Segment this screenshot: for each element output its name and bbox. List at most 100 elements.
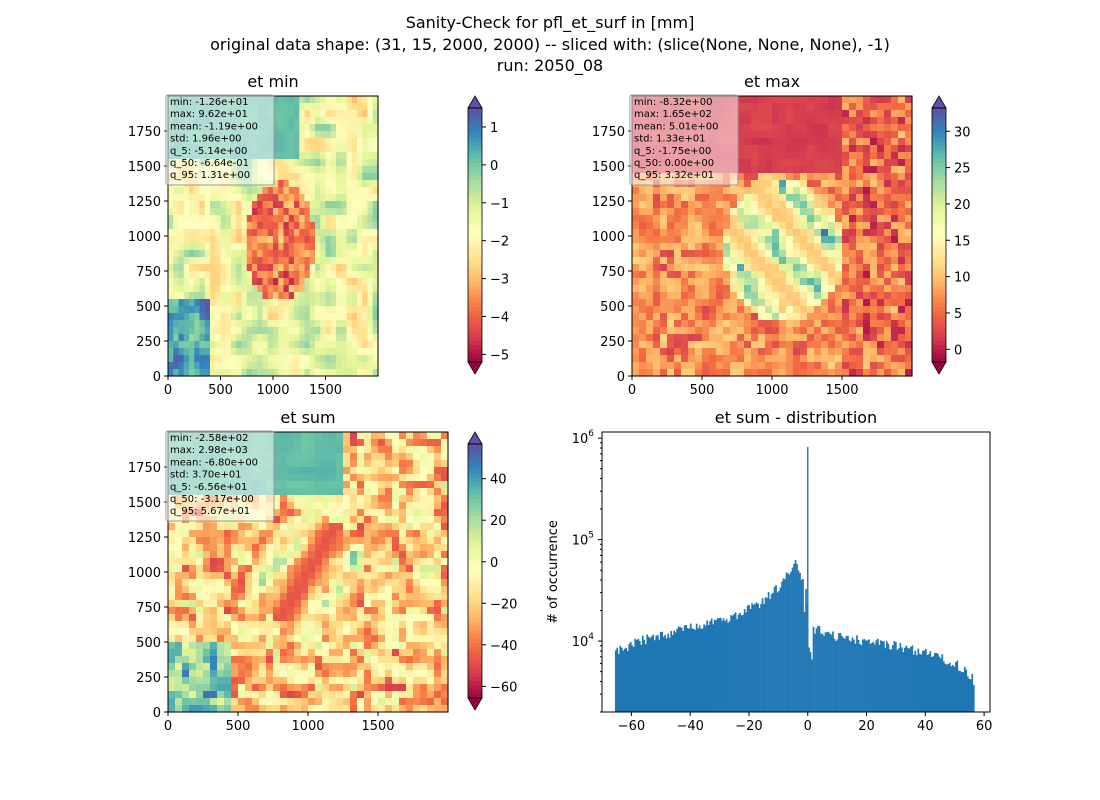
heatmap-cell xyxy=(357,348,363,356)
heatmap-cell xyxy=(288,222,295,230)
heatmap-cell xyxy=(225,250,232,258)
heatmap-cell xyxy=(273,670,281,678)
heatmap-cell xyxy=(646,201,654,209)
heatmap-cell xyxy=(231,257,237,265)
heatmap-cell xyxy=(287,698,295,706)
heatmap-cell xyxy=(688,250,696,258)
heatmap-cell xyxy=(173,362,180,370)
heatmap-cell xyxy=(301,600,309,608)
heatmap-cell xyxy=(252,215,258,223)
heatmap-cell xyxy=(807,313,815,321)
heatmap-cell xyxy=(814,369,822,377)
heatmap-cell xyxy=(168,600,176,608)
heatmap-cell xyxy=(891,313,899,321)
heatmap-cell xyxy=(905,257,913,265)
heatmap-cell xyxy=(315,460,323,468)
heatmap-cell xyxy=(257,292,264,300)
heatmap-cell xyxy=(842,138,850,146)
heatmap-cell xyxy=(371,474,379,482)
heatmap-cell xyxy=(856,152,864,160)
heatmap-cell xyxy=(695,327,703,335)
heatmap-cell xyxy=(266,579,274,587)
stats-box-frame xyxy=(165,94,275,186)
heatmap-cell xyxy=(730,306,738,314)
heatmap-cell xyxy=(252,530,260,538)
heatmap-cell xyxy=(217,614,225,622)
heatmap-cell xyxy=(204,264,211,272)
heatmap-cell xyxy=(322,488,330,496)
heatmap-cell xyxy=(294,502,302,510)
heatmap-cell xyxy=(346,306,353,314)
heatmap-cell xyxy=(364,439,372,447)
heatmap-cell xyxy=(178,348,185,356)
heatmap-cell xyxy=(262,250,269,258)
heatmap-cell xyxy=(259,698,267,706)
heatmap-cell xyxy=(287,691,295,699)
heatmap-cell xyxy=(304,117,311,125)
heatmap-cell xyxy=(299,334,306,342)
heatmap-cell xyxy=(357,495,365,503)
heatmap-cell xyxy=(905,124,913,132)
heatmap-cell xyxy=(870,152,878,160)
heatmap-cell xyxy=(413,544,421,552)
x-tick-label: 500 xyxy=(208,383,233,398)
heatmap-cell xyxy=(241,320,248,328)
heatmap-cell xyxy=(204,362,211,370)
heatmap-cell xyxy=(325,299,332,307)
heatmap-cell xyxy=(744,201,752,209)
heatmap-cell xyxy=(322,600,330,608)
heatmap-cell xyxy=(772,215,780,223)
heatmap-cell xyxy=(343,628,351,636)
heatmap-cell xyxy=(427,474,435,482)
heatmap-cell xyxy=(362,96,369,104)
heatmap-cell xyxy=(325,271,332,279)
heatmap-cell xyxy=(667,201,675,209)
heatmap-cell xyxy=(371,432,379,440)
heatmap-cell xyxy=(210,243,216,251)
heatmap-cell xyxy=(406,677,414,685)
stats-line: mean: 5.01e+00 xyxy=(634,121,718,132)
heatmap-cell xyxy=(225,334,232,342)
heatmap-cell xyxy=(364,565,372,573)
heatmap-cell xyxy=(372,355,379,363)
heatmap-cell xyxy=(308,649,316,657)
colorbar-segment xyxy=(932,285,946,291)
heatmap-cell xyxy=(842,173,850,181)
heatmap-cell xyxy=(653,250,661,258)
heatmap-cell xyxy=(849,313,857,321)
heatmap-cell xyxy=(793,201,801,209)
heatmap-cell xyxy=(350,558,358,566)
heatmap-cell xyxy=(267,320,274,328)
heatmap-cell xyxy=(870,194,878,202)
heatmap-cell xyxy=(315,642,323,650)
heatmap-cell xyxy=(765,236,773,244)
heatmap-cell xyxy=(346,299,353,307)
heatmap-cell xyxy=(758,131,766,139)
heatmap-cell xyxy=(294,201,300,209)
heatmap-cell xyxy=(320,285,327,293)
heatmap-cell xyxy=(357,222,363,230)
heatmap-cell xyxy=(357,635,365,643)
heatmap-cell xyxy=(372,306,379,314)
heatmap-cell xyxy=(891,264,899,272)
heatmap-cell xyxy=(399,705,407,713)
heatmap-cell xyxy=(793,145,801,153)
heatmap-cell xyxy=(231,663,239,671)
heatmap-cell xyxy=(856,334,864,342)
heatmap-cell xyxy=(434,572,442,580)
heatmap-cell xyxy=(870,243,878,251)
heatmap-cell xyxy=(309,355,316,363)
heatmap-cell xyxy=(329,544,337,552)
heatmap-cell xyxy=(215,369,222,377)
heatmap-cell xyxy=(891,355,899,363)
heatmap-cell xyxy=(372,152,379,160)
heatmap-cell xyxy=(238,537,246,545)
colorbar-segment xyxy=(468,184,482,189)
heatmap-cell xyxy=(772,271,780,279)
heatmap-cell xyxy=(309,362,316,370)
heatmap-cell xyxy=(821,180,829,188)
heatmap-cell xyxy=(362,173,369,181)
heatmap-cell xyxy=(793,173,801,181)
heatmap-cell xyxy=(357,474,365,482)
heatmap-cell xyxy=(364,537,372,545)
